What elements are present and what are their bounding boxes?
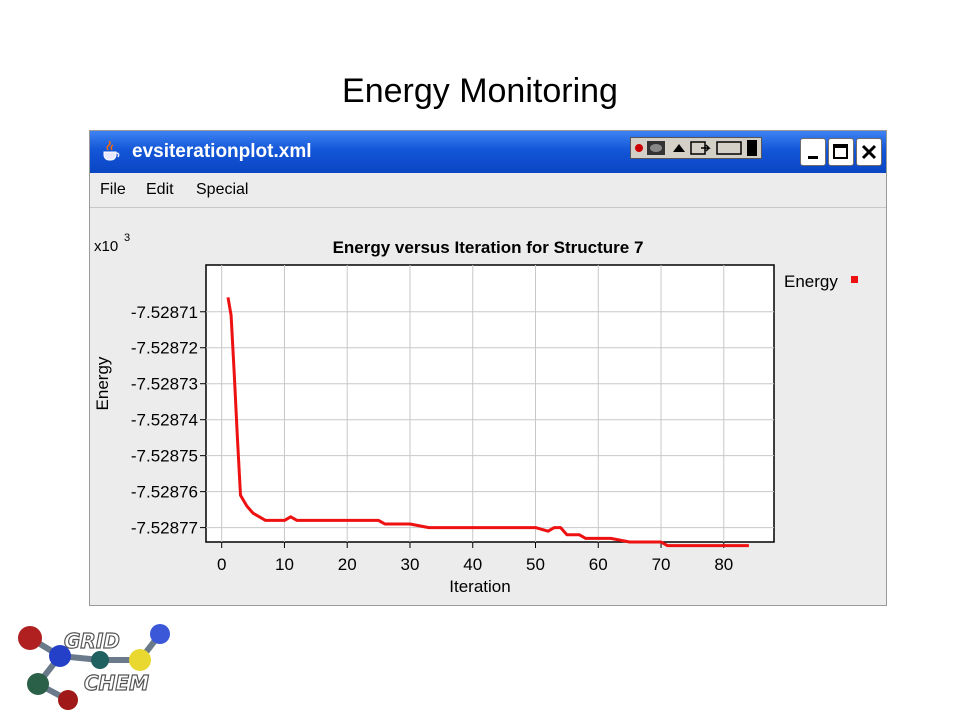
y-tick-label: -7.52874 — [131, 411, 198, 430]
maximize-icon — [833, 144, 848, 159]
legend-label: Energy — [784, 272, 838, 291]
y-tick-label: -7.52877 — [131, 519, 198, 538]
x-tick-label: 20 — [338, 555, 357, 574]
energy-chart: 0 10 20 30 40 50 60 70 80 -7.52871 -7.52872 -7.5287… — [93, 232, 858, 596]
gridchem-logo: GRID CHEM — [18, 624, 170, 710]
minimize-icon — [808, 156, 818, 159]
y-multiplier-label: x10 — [94, 238, 118, 255]
chart-title: Energy versus Iteration for Structure 7 — [333, 238, 644, 257]
y-multiplier-exponent: 3 — [124, 232, 130, 244]
menu-file[interactable]: File — [100, 181, 126, 198]
maximize-button[interactable] — [828, 138, 854, 166]
window-titlebar[interactable]: evsiterationplot.xml — [90, 131, 886, 173]
menubar: File Edit Special — [90, 173, 886, 208]
y-tick-label: -7.52875 — [131, 447, 198, 466]
y-tick-label: -7.52876 — [131, 483, 198, 502]
plot-area — [205, 264, 775, 543]
window-toolstrip[interactable] — [630, 137, 762, 159]
close-icon — [861, 144, 877, 160]
legend-marker — [851, 276, 858, 283]
y-axis-label: Energy — [93, 356, 112, 410]
logo-text-grid: GRID — [64, 629, 120, 653]
slide-title: Energy Monitoring — [342, 72, 618, 110]
menu-edit[interactable]: Edit — [146, 181, 174, 198]
x-tick-label: 40 — [463, 555, 482, 574]
window-title: evsiterationplot.xml — [132, 141, 312, 162]
x-tick-label: 0 — [217, 555, 226, 574]
y-tick-label: -7.52872 — [131, 339, 198, 358]
x-tick-label: 60 — [589, 555, 608, 574]
logo-text-chem: CHEM — [84, 671, 149, 695]
x-tick-label: 80 — [714, 555, 733, 574]
x-tick-label: 10 — [275, 555, 294, 574]
series-line-energy — [226, 297, 749, 548]
minimize-button[interactable] — [800, 138, 826, 166]
x-tick-label: 30 — [401, 555, 420, 574]
x-axis-label: Iteration — [449, 577, 510, 596]
plot-window: evsiterationplot.xml File Edit S — [89, 130, 887, 606]
x-tick-label: 70 — [652, 555, 671, 574]
y-tick-label: -7.52871 — [131, 303, 198, 322]
java-cup-icon — [103, 140, 120, 161]
x-tick-label: 50 — [526, 555, 545, 574]
menu-special[interactable]: Special — [196, 181, 249, 198]
y-tick-label: -7.52873 — [131, 375, 198, 394]
close-button[interactable] — [856, 138, 882, 166]
toolstrip-icons — [635, 140, 757, 156]
